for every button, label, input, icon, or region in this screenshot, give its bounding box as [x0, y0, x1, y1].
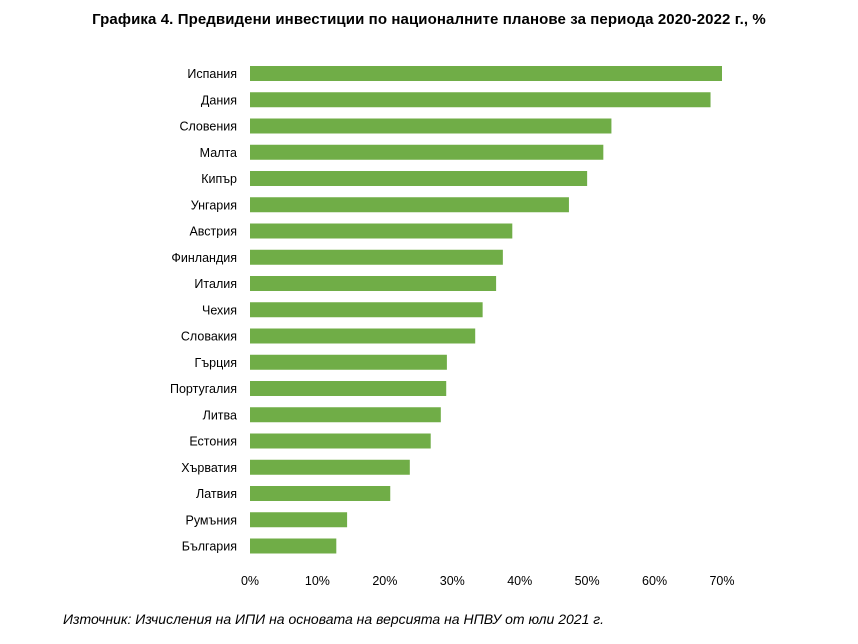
bar	[250, 66, 722, 81]
category-label: Испания	[187, 67, 237, 81]
bar	[250, 381, 447, 396]
source-note: Източник: Изчисления на ИПИ на основата …	[63, 611, 605, 627]
bar	[250, 407, 441, 423]
category-label: Хърватия	[181, 461, 237, 475]
x-tick-label: 10%	[305, 574, 330, 588]
bar	[250, 538, 337, 554]
bar	[250, 276, 497, 291]
bar	[250, 249, 503, 265]
chart-title: Графика 4. Предвидени инвестиции по наци…	[92, 11, 766, 28]
bar	[250, 171, 588, 186]
category-label: Словакия	[181, 330, 237, 344]
x-tick-label: 40%	[507, 574, 532, 588]
x-tick-label: 50%	[575, 574, 600, 588]
category-label: Словения	[179, 120, 237, 134]
category-labels-group: Испания Дания Словения Малта Кипър Унгария Авс…	[170, 67, 237, 554]
bar	[250, 459, 410, 475]
bar	[250, 92, 711, 108]
category-label: Унгария	[191, 198, 237, 212]
bar	[250, 512, 348, 528]
category-label: Румъния	[185, 513, 237, 527]
category-label: Дания	[201, 93, 237, 107]
category-label: Малта	[200, 146, 237, 160]
category-label: Чехия	[202, 303, 237, 317]
category-label: Гърция	[195, 356, 237, 370]
category-label: България	[182, 540, 237, 554]
bars-group	[250, 66, 722, 554]
category-label: Австрия	[189, 225, 237, 239]
bar	[250, 118, 612, 134]
category-label: Естония	[189, 435, 237, 449]
bar	[250, 197, 569, 213]
bar	[250, 328, 476, 344]
category-label: Латвия	[196, 487, 237, 501]
bar	[250, 354, 447, 370]
bar	[250, 433, 431, 449]
bar	[250, 223, 513, 239]
x-tick-label: 70%	[709, 574, 734, 588]
category-label: Италия	[194, 277, 237, 291]
category-label: Кипър	[201, 172, 237, 186]
x-tick-label: 30%	[440, 574, 465, 588]
category-label: Финландия	[171, 251, 237, 265]
x-tick-label: 20%	[372, 574, 397, 588]
x-tick-label: 0%	[241, 574, 259, 588]
category-label: Португалия	[170, 382, 237, 396]
category-label: Литва	[203, 408, 237, 422]
bar	[250, 486, 391, 501]
x-axis-ticks: 0% 10% 20% 30% 40% 50% 60% 70%	[241, 574, 735, 588]
bar	[250, 302, 483, 318]
x-tick-label: 60%	[642, 574, 667, 588]
bar	[250, 144, 604, 160]
